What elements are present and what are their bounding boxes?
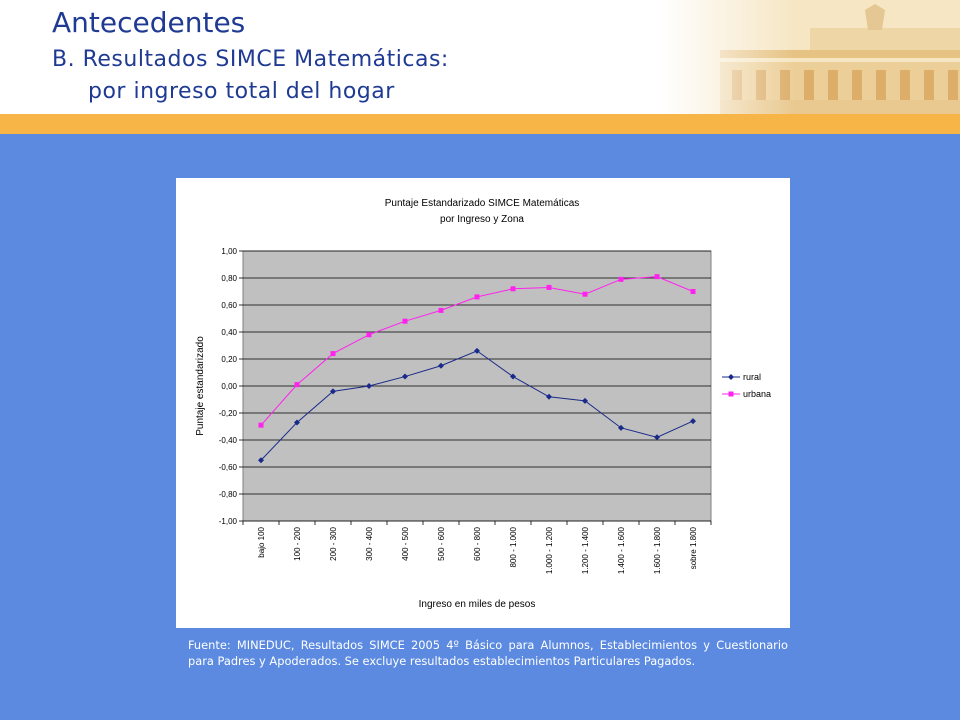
data-point-rural: [618, 424, 624, 431]
legend-marker-urbana: [728, 391, 734, 397]
y-tick-label: 0,20: [221, 355, 237, 364]
building-illustration: [660, 0, 960, 114]
x-axis-label: Ingreso en miles de pesos: [419, 599, 536, 610]
data-point-rural: [474, 347, 480, 354]
data-point-urbana: [654, 274, 660, 280]
slide-subtitle-line2: por ingreso total del hogar: [88, 79, 395, 104]
x-tick-label: 600 - 800: [473, 526, 482, 560]
slide-title: Antecedentes: [52, 6, 246, 39]
data-point-rural: [258, 457, 264, 464]
line-chart: Puntaje Estandarizado SIMCE Matemáticas …: [195, 198, 771, 610]
slide-subtitle-line1: B. Resultados SIMCE Matemáticas:: [52, 47, 449, 72]
x-tick-label: 500 - 600: [437, 526, 446, 560]
x-tick-label: sobre 1.800: [689, 526, 698, 569]
data-point-rural: [402, 373, 408, 380]
x-tick-label: 800 - 1.000: [509, 526, 518, 567]
data-point-rural: [438, 362, 444, 369]
data-point-rural: [582, 397, 588, 404]
data-point-urbana: [618, 276, 624, 282]
data-point-urbana: [402, 318, 408, 324]
data-point-urbana: [258, 422, 264, 428]
data-point-rural: [294, 419, 300, 426]
y-tick-label: 0,60: [221, 301, 237, 310]
x-tick-label: 1.600 - 1.800: [653, 526, 662, 574]
data-point-urbana: [438, 307, 444, 313]
y-tick-label: -0,60: [219, 463, 238, 472]
x-tick-label: 1.400 - 1.600: [617, 526, 626, 574]
source-note: Fuente: MINEDUC, Resultados SIMCE 2005 4…: [188, 638, 788, 668]
x-tick-label: 400 - 500: [401, 526, 410, 560]
chart-title: Puntaje Estandarizado SIMCE Matemáticas: [385, 198, 580, 209]
data-point-rural: [366, 383, 372, 389]
legend-marker-rural: [728, 374, 734, 380]
data-point-rural: [330, 388, 336, 395]
data-point-urbana: [510, 286, 516, 292]
data-point-rural: [690, 418, 696, 425]
y-tick-labels: 1,00 0,80 0,60 0,40 0,20 0,00 -0,20 -0,40 -0,60 -…: [219, 247, 238, 526]
y-tick-label: -0,20: [219, 409, 238, 418]
y-tick-label: 0,00: [221, 382, 237, 391]
data-point-urbana: [582, 291, 588, 297]
accent-band: [0, 114, 960, 134]
data-point-urbana: [366, 332, 372, 338]
y-tick-label: 0,80: [221, 274, 237, 283]
x-tick-label: 1.000 - 1.200: [545, 526, 554, 574]
slide-header: Antecedentes B. Resultados SIMCE Matemát…: [0, 0, 960, 114]
chart-legend: rural urbana: [722, 372, 771, 399]
legend-label-rural: rural: [743, 372, 761, 382]
y-tick-label: 1,00: [221, 247, 237, 256]
data-point-urbana: [330, 351, 336, 357]
data-point-rural: [510, 373, 516, 380]
x-tick-label: 300 - 400: [365, 526, 374, 560]
y-axis-label: Puntaje estandarizado: [195, 336, 206, 436]
y-tick-label: 0,40: [221, 328, 237, 337]
y-tick-label: -1,00: [219, 517, 238, 526]
series-lines: [258, 274, 696, 464]
data-point-urbana: [294, 382, 300, 388]
data-point-urbana: [690, 289, 696, 294]
x-tick-label: 200 - 300: [329, 526, 338, 560]
y-tick-label: -0,40: [219, 436, 238, 445]
y-tick-label: -0,80: [219, 490, 238, 499]
data-point-rural: [654, 434, 660, 441]
data-point-urbana: [546, 284, 552, 290]
x-tick-label: 1.200 - 1.400: [581, 526, 590, 574]
chart-panel: Puntaje Estandarizado SIMCE Matemáticas …: [176, 178, 790, 628]
x-tick-label: 100 - 200: [293, 526, 302, 560]
data-point-rural: [546, 393, 552, 400]
data-point-urbana: [474, 294, 480, 300]
x-tick-labels: bajo 100 100 - 200 200 - 300 300 - 400 400 -…: [257, 526, 698, 574]
legend-label-urbana: urbana: [743, 389, 771, 399]
chart-subtitle: por Ingreso y Zona: [440, 214, 524, 225]
x-tick-label: bajo 100: [257, 526, 266, 557]
